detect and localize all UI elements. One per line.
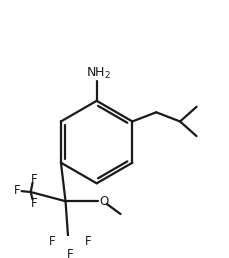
- Text: F: F: [31, 197, 38, 209]
- Text: F: F: [48, 235, 55, 248]
- Text: F: F: [31, 173, 38, 186]
- Text: F: F: [14, 184, 20, 197]
- Text: F: F: [85, 235, 91, 248]
- Text: O: O: [99, 195, 108, 208]
- Text: NH$_2$: NH$_2$: [86, 66, 111, 81]
- Text: F: F: [66, 248, 73, 258]
